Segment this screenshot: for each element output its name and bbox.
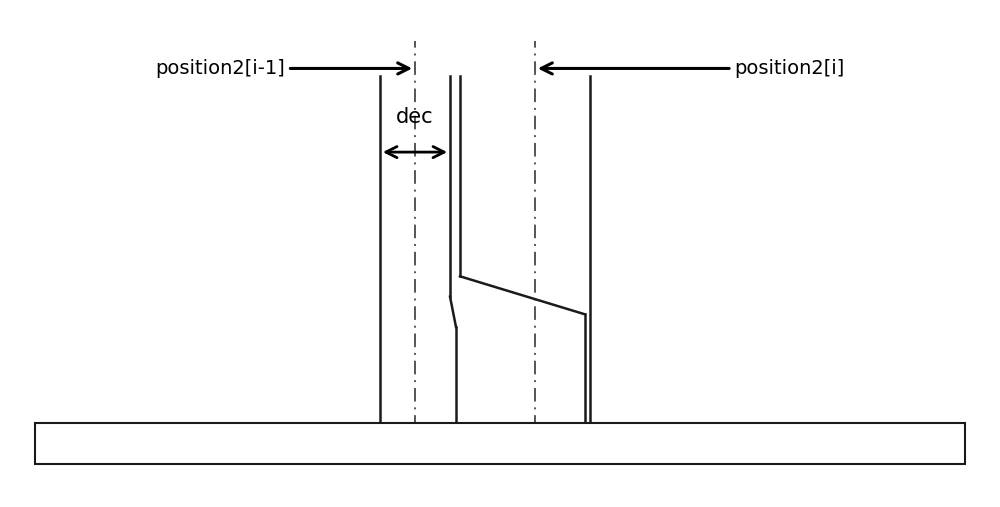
Text: position2[i]: position2[i] [541,59,845,78]
Text: dec: dec [396,106,434,127]
Bar [35,423,965,464]
Text: position2[i-1]: position2[i-1] [155,59,409,78]
